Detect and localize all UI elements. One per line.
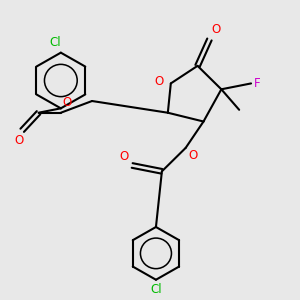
Text: O: O bbox=[119, 149, 129, 163]
Text: O: O bbox=[15, 134, 24, 147]
Text: F: F bbox=[254, 77, 260, 90]
Text: Cl: Cl bbox=[150, 283, 162, 296]
Text: O: O bbox=[62, 96, 72, 109]
Text: O: O bbox=[188, 149, 197, 162]
Text: Cl: Cl bbox=[49, 36, 61, 49]
Text: O: O bbox=[154, 75, 164, 88]
Text: O: O bbox=[211, 23, 220, 36]
